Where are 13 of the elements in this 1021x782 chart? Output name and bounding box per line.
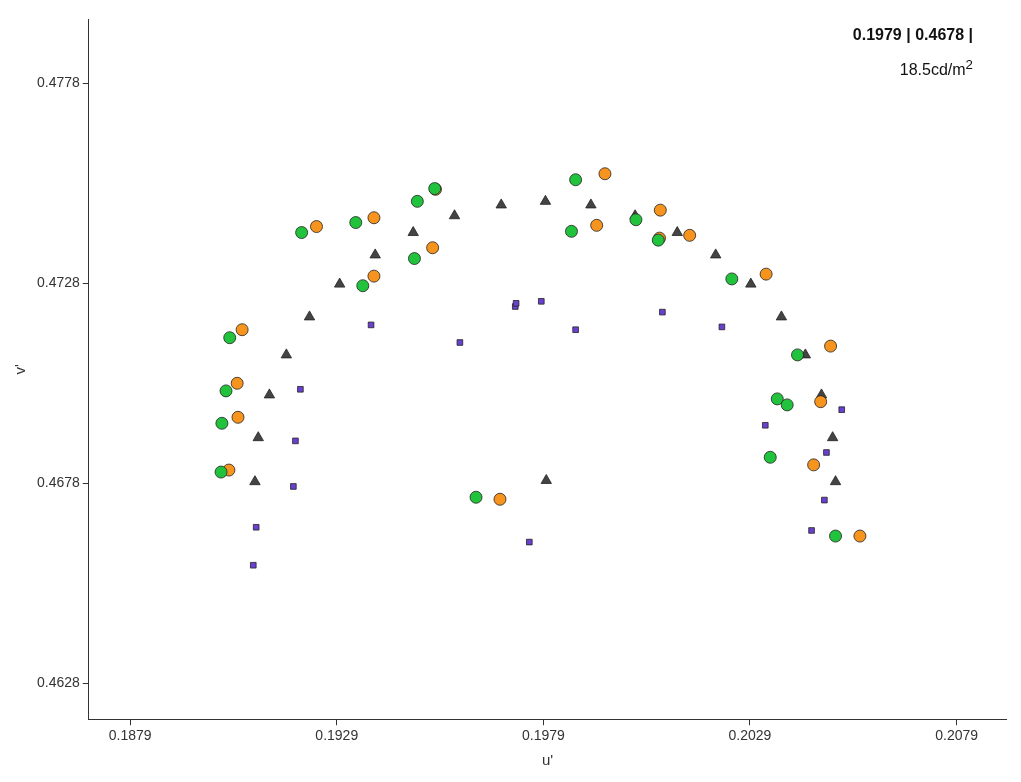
y-axis-title: v' xyxy=(11,363,29,375)
x-tick-label: 0.2029 xyxy=(728,727,772,744)
x-tick-label: 0.1979 xyxy=(521,727,565,744)
y-tick-label: 0.4678 xyxy=(36,474,81,491)
annotation: 18.5cd/m$^{2}$ xyxy=(898,56,973,81)
y-tick-label: 0.4728 xyxy=(36,274,81,291)
x-tick-label: 0.1879 xyxy=(108,727,152,744)
y-tick-label: 0.4778 xyxy=(36,74,81,91)
annotation: 0.1979 | 0.4678 | xyxy=(852,25,973,45)
y-tick-label: 0.4628 xyxy=(36,674,81,691)
x-axis-title: u' xyxy=(541,751,554,769)
x-tick-label: 0.1929 xyxy=(315,727,359,744)
x-tick-label: 0.2079 xyxy=(935,727,979,744)
